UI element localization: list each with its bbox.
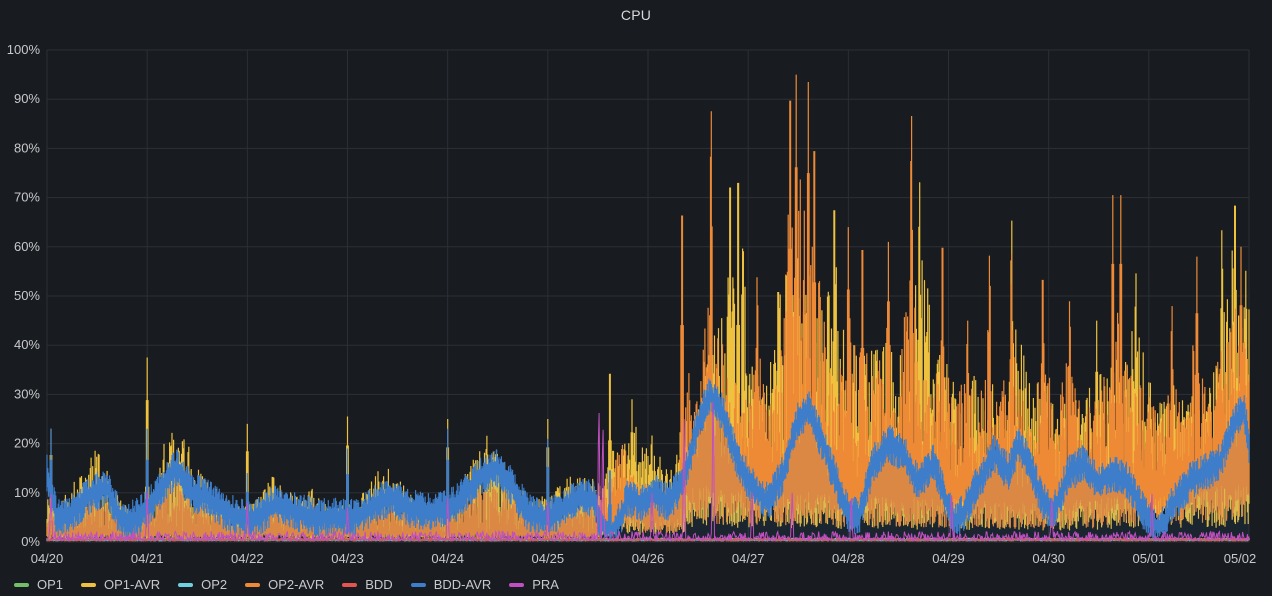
x-tick-label: 04/30	[1032, 551, 1065, 566]
legend-color-dash-op1	[14, 582, 29, 587]
x-tick-label: 04/25	[532, 551, 565, 566]
x-tick-label: 04/20	[31, 551, 64, 566]
panel-title: CPU	[620, 7, 652, 23]
legend-item-op1[interactable]: OP1	[14, 578, 63, 591]
x-tick-label: 04/26	[632, 551, 665, 566]
x-tick-label: 05/02	[1224, 551, 1257, 566]
legend-label: OP2	[201, 577, 228, 592]
legend-color-dash-bdd	[342, 582, 358, 587]
legend-color-dash-pra	[509, 582, 525, 587]
legend-color-dash-bdd-avr	[410, 582, 426, 587]
y-tick-label: 60%	[14, 239, 40, 254]
series-group	[46, 74, 1250, 542]
legend-color-dash-op2-avr	[245, 582, 261, 587]
legend-label: PRA	[532, 577, 559, 592]
series-pra	[46, 401, 1250, 542]
legend-label: BDD-AVR	[433, 577, 492, 592]
legend: OP1 OP1-AVR OP2 OP2-AVR BDD BDD-AVR PRA	[14, 578, 559, 591]
y-tick-label: 10%	[14, 485, 40, 500]
legend-color-dash-op2	[178, 582, 194, 587]
y-tick-label: 70%	[14, 190, 40, 205]
y-tick-label: 30%	[14, 386, 40, 401]
series-bdd-avr	[46, 378, 1250, 540]
legend-item-bdd-avr[interactable]: BDD-AVR	[410, 577, 492, 592]
y-tick-label: 20%	[14, 436, 40, 451]
legend-label: OP1	[37, 577, 64, 592]
y-tick-label: 80%	[14, 140, 40, 155]
legend-label: BDD	[365, 577, 393, 592]
legend-item-bdd[interactable]: BDD	[342, 577, 393, 592]
x-tick-label: 04/28	[832, 551, 865, 566]
y-tick-label: 90%	[14, 91, 40, 106]
x-tick-label: 04/24	[431, 551, 464, 566]
legend-item-op2-avr[interactable]: OP2-AVR	[245, 578, 324, 591]
legend-label: OP1-AVR	[104, 577, 161, 592]
x-tick-label: 04/27	[732, 551, 765, 566]
legend-item-op1-avr[interactable]: OP1-AVR	[81, 578, 160, 591]
y-tick-label: 100%	[7, 42, 41, 57]
legend-color-dash-op1-avr	[81, 582, 97, 587]
legend-label: OP2-AVR	[268, 577, 325, 592]
y-tick-label: 40%	[14, 337, 40, 352]
legend-item-pra[interactable]: PRA	[509, 578, 559, 591]
axis-ticks: 0% 10% 20% 30% 40% 50% 60% 70% 80% 90% 100% 04/20 04…	[7, 42, 1257, 566]
y-tick-label: 0%	[21, 534, 40, 549]
x-tick-label: 05/01	[1133, 551, 1166, 566]
x-tick-label: 04/29	[932, 551, 965, 566]
x-tick-label: 04/22	[231, 551, 264, 566]
legend-item-op2[interactable]: OP2	[178, 578, 227, 591]
x-tick-label: 04/21	[131, 551, 164, 566]
y-tick-label: 50%	[14, 288, 40, 303]
x-tick-label: 04/23	[331, 551, 364, 566]
